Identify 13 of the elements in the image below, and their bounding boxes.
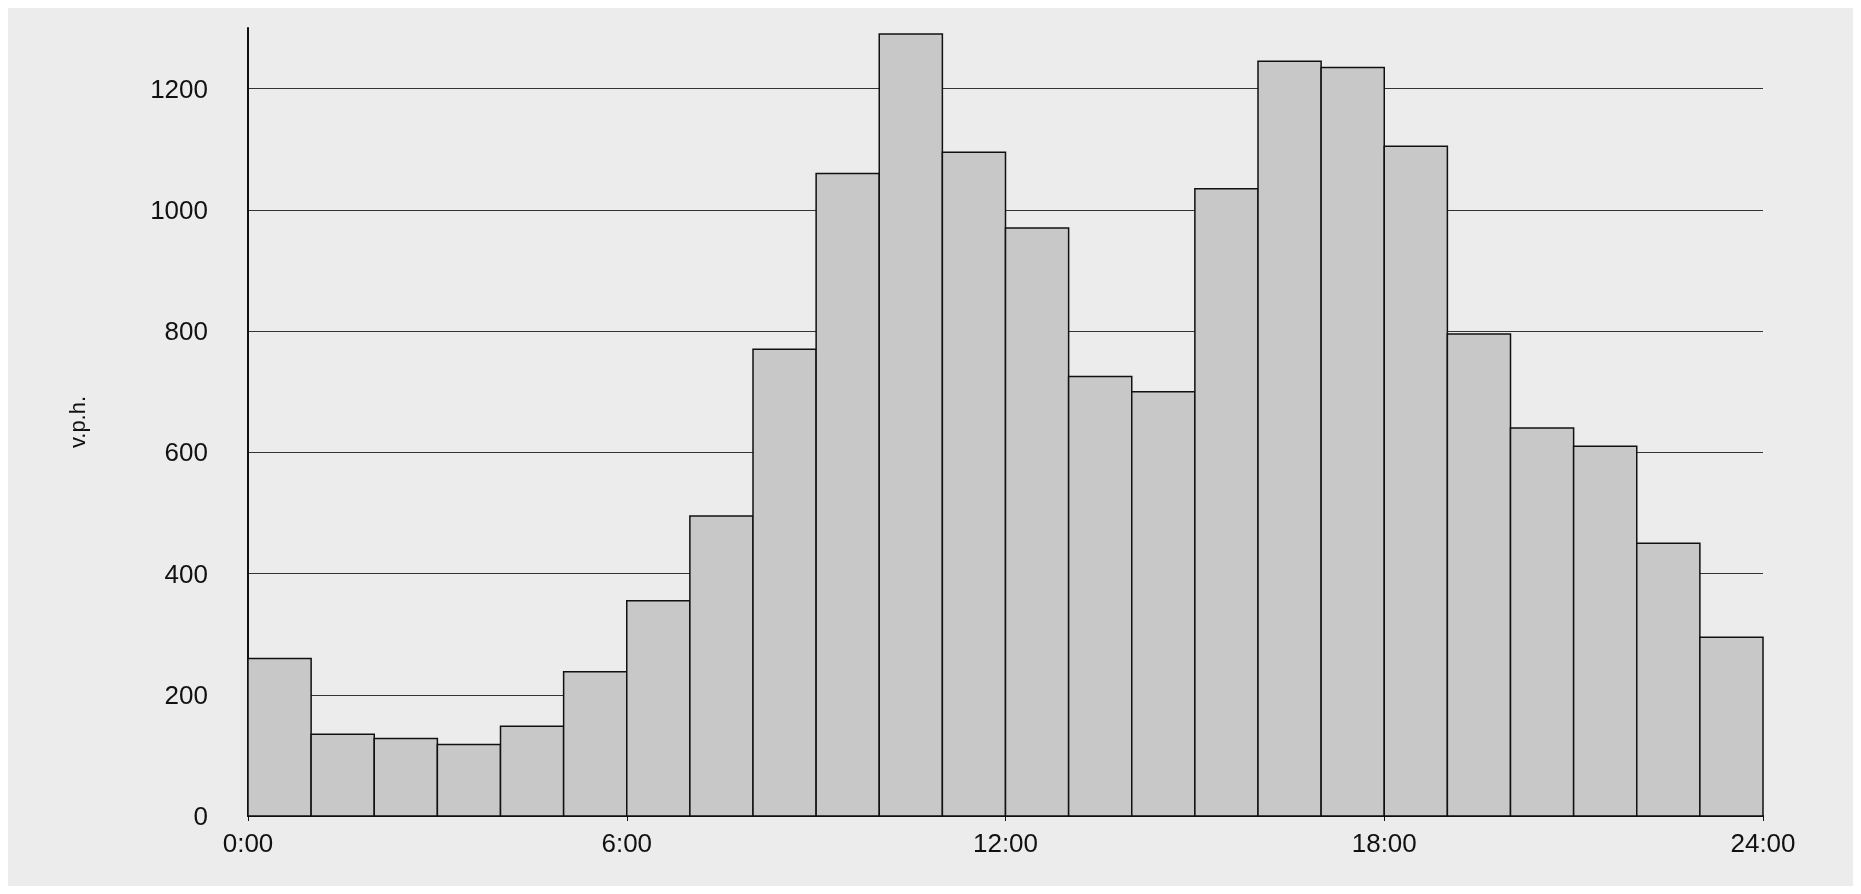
x-tick-label: 18:00	[1351, 828, 1417, 858]
y-tick-label: 0	[193, 801, 208, 831]
x-tick-label: 12:00	[972, 828, 1039, 858]
y-tick-label: 1000	[150, 194, 208, 225]
x-tick-label: 24:00	[1730, 828, 1796, 858]
x-tick-label: 0:00	[222, 828, 274, 858]
y-tick-label: 600	[164, 437, 208, 468]
y-tick-label: 400	[164, 558, 208, 589]
y-tick-label: 1200	[150, 73, 208, 104]
x-tick-label: 6:00	[601, 828, 653, 858]
y-tick-label: 800	[164, 316, 208, 347]
y-axis-title: v.p.h.	[64, 395, 90, 449]
y-tick-label: 200	[164, 679, 208, 710]
